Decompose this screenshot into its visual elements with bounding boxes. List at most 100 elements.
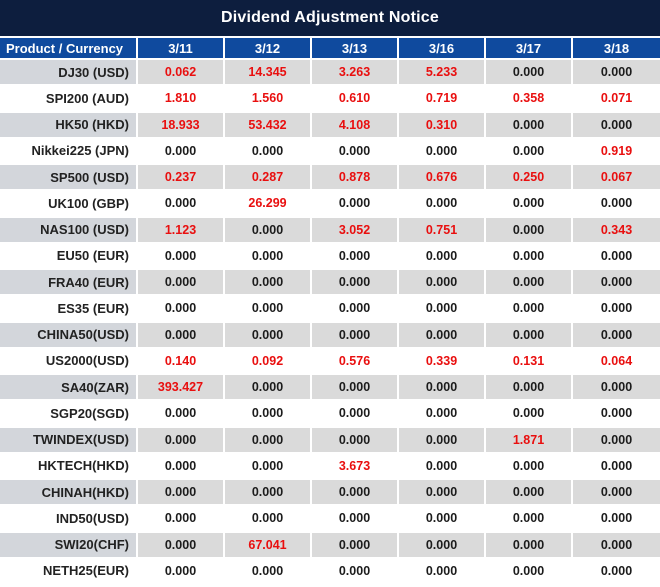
value-cell: 0.000	[138, 506, 225, 533]
value-cell: 0.000	[573, 191, 660, 218]
value-cell: 0.000	[399, 506, 486, 533]
date-column-header: 3/13	[312, 38, 399, 60]
value-cell: 0.000	[573, 532, 660, 559]
value-cell: 0.000	[225, 375, 312, 402]
value-cell: 0.000	[573, 270, 660, 297]
table-row: TWINDEX(USD) 0.000 0.000 0.000 0.000 1.871 0.0…	[0, 427, 660, 454]
value-cell: 0.000	[399, 243, 486, 270]
value-cell: 0.000	[138, 296, 225, 323]
value-cell: 0.000	[225, 506, 312, 533]
value-cell: 0.000	[312, 558, 399, 585]
value-cell: 0.000	[486, 375, 573, 402]
value-cell: 0.000	[312, 532, 399, 559]
table-row: FRA40 (EUR) 0.000 0.000 0.000 0.000 0.000 0.00…	[0, 270, 660, 297]
value-cell: 3.263	[312, 60, 399, 87]
product-cell: Nikkei225 (JPN)	[0, 138, 138, 165]
table-row: SGP20(SGD) 0.000 0.000 0.000 0.000 0.000 0.000	[0, 401, 660, 428]
value-cell: 0.000	[486, 217, 573, 244]
value-cell: 0.000	[573, 112, 660, 139]
product-cell: NAS100 (USD)	[0, 217, 138, 244]
value-cell: 0.000	[312, 191, 399, 218]
value-cell: 0.000	[138, 480, 225, 507]
value-cell: 5.233	[399, 60, 486, 87]
product-cell: TWINDEX(USD)	[0, 427, 138, 454]
value-cell: 18.933	[138, 112, 225, 139]
value-cell: 0.000	[225, 270, 312, 297]
value-cell: 0.000	[138, 453, 225, 480]
value-cell: 14.345	[225, 60, 312, 87]
value-cell: 0.751	[399, 217, 486, 244]
value-cell: 0.000	[399, 191, 486, 218]
table-row: UK100 (GBP) 0.000 26.299 0.000 0.000 0.000 0.0…	[0, 191, 660, 218]
value-cell: 0.000	[312, 401, 399, 428]
value-cell: 0.000	[225, 453, 312, 480]
table-row: NETH25(EUR) 0.000 0.000 0.000 0.000 0.000 0.00…	[0, 558, 660, 585]
value-cell: 0.676	[399, 165, 486, 192]
product-cell: SPI200 (AUD)	[0, 86, 138, 113]
table-row: IND50(USD) 0.000 0.000 0.000 0.000 0.000 0.000	[0, 506, 660, 533]
value-cell: 0.000	[486, 60, 573, 87]
value-cell: 0.000	[399, 296, 486, 323]
table-header-row: Product / Currency 3/11 3/12 3/13 3/16 3/17 3…	[0, 38, 660, 60]
value-cell: 0.000	[486, 243, 573, 270]
value-cell: 0.000	[399, 558, 486, 585]
value-cell: 0.000	[312, 322, 399, 349]
value-cell: 0.000	[312, 296, 399, 323]
value-cell: 3.052	[312, 217, 399, 244]
value-cell: 0.000	[573, 506, 660, 533]
value-cell: 0.000	[225, 427, 312, 454]
table-row: Nikkei225 (JPN) 0.000 0.000 0.000 0.000 0.000…	[0, 138, 660, 165]
product-cell: NETH25(EUR)	[0, 558, 138, 585]
value-cell: 0.000	[486, 322, 573, 349]
value-cell: 0.000	[138, 532, 225, 559]
value-cell: 0.000	[138, 191, 225, 218]
value-cell: 0.000	[486, 401, 573, 428]
value-cell: 1.560	[225, 86, 312, 113]
value-cell: 0.000	[573, 427, 660, 454]
value-cell: 0.000	[486, 480, 573, 507]
product-cell: CHINAH(HKD)	[0, 480, 138, 507]
table-body: DJ30 (USD) 0.062 14.345 3.263 5.233 0.000 0.00…	[0, 60, 660, 585]
product-cell: UK100 (GBP)	[0, 191, 138, 218]
product-cell: SP500 (USD)	[0, 165, 138, 192]
value-cell: 4.108	[312, 112, 399, 139]
value-cell: 0.310	[399, 112, 486, 139]
value-cell: 0.071	[573, 86, 660, 113]
product-cell: SA40(ZAR)	[0, 375, 138, 402]
value-cell: 0.000	[399, 138, 486, 165]
value-cell: 0.000	[573, 243, 660, 270]
value-cell: 0.000	[573, 375, 660, 402]
value-cell: 0.610	[312, 86, 399, 113]
table-row: NAS100 (USD) 1.123 0.000 3.052 0.751 0.000 0.3…	[0, 217, 660, 244]
value-cell: 0.000	[225, 296, 312, 323]
product-cell: HK50 (HKD)	[0, 112, 138, 139]
product-cell: HKTECH(HKD)	[0, 453, 138, 480]
value-cell: 0.000	[486, 558, 573, 585]
value-cell: 0.000	[486, 191, 573, 218]
date-column-header: 3/16	[399, 38, 486, 60]
value-cell: 0.000	[138, 427, 225, 454]
table-row: US2000(USD) 0.140 0.092 0.576 0.339 0.131 0.06…	[0, 348, 660, 375]
value-cell: 0.000	[312, 270, 399, 297]
table-row: EU50 (EUR) 0.000 0.000 0.000 0.000 0.000 0.000	[0, 243, 660, 270]
table-row: CHINA50(USD) 0.000 0.000 0.000 0.000 0.000 0.0…	[0, 322, 660, 349]
date-column-header: 3/11	[138, 38, 225, 60]
value-cell: 0.000	[399, 401, 486, 428]
value-cell: 0.000	[225, 243, 312, 270]
value-cell: 0.000	[573, 322, 660, 349]
value-cell: 0.000	[573, 480, 660, 507]
value-cell: 0.000	[399, 532, 486, 559]
title-bar: Dividend Adjustment Notice	[0, 0, 660, 38]
value-cell: 0.000	[573, 558, 660, 585]
value-cell: 0.064	[573, 348, 660, 375]
value-cell: 0.000	[225, 558, 312, 585]
value-cell: 0.000	[486, 506, 573, 533]
value-cell: 0.339	[399, 348, 486, 375]
table-row: ES35 (EUR) 0.000 0.000 0.000 0.000 0.000 0.000	[0, 296, 660, 323]
value-cell: 0.576	[312, 348, 399, 375]
value-cell: 0.000	[138, 243, 225, 270]
value-cell: 0.000	[225, 401, 312, 428]
dividend-table: Product / Currency 3/11 3/12 3/13 3/16 3/17 3…	[0, 38, 660, 585]
value-cell: 0.000	[312, 243, 399, 270]
